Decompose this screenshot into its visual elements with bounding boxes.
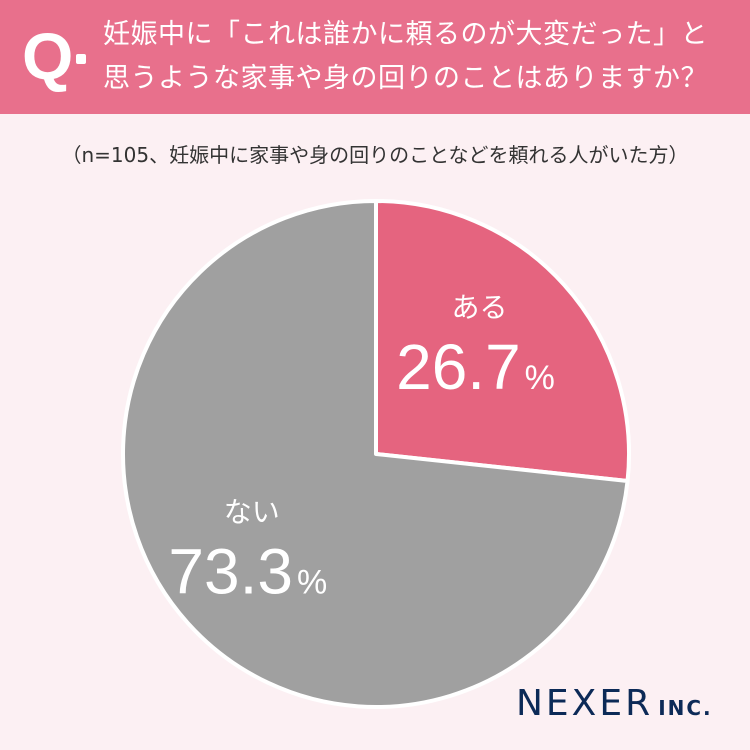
q-letter: Q [22, 19, 74, 93]
slice-label-1: ない [224, 496, 280, 529]
slice-value-unit-1: % [297, 564, 327, 602]
question-line-1: 妊娠中に「これは誰かに頼るのが大変だった」と [103, 19, 708, 50]
slice-value-0: 26.7% [396, 331, 555, 403]
slice-value-1: 73.3% [168, 536, 327, 608]
nexer-logo: NEXER INC. [516, 683, 713, 724]
logo-main: NEXER [516, 683, 654, 724]
question-banner: Q 妊娠中に「これは誰かに頼るのが大変だった」と 思うような家事や身の回りのこと… [0, 0, 750, 114]
pie-slice-1 [121, 199, 630, 709]
slice-value-number-0: 26.7 [396, 331, 521, 403]
q-dot [76, 54, 86, 64]
slice-value-unit-0: % [525, 359, 555, 397]
pie-slices [121, 199, 631, 709]
logo-sub: INC. [658, 696, 713, 720]
pie-labels: ある 26.7 % ない 73.3% [168, 291, 555, 608]
pie-slice-0 [374, 199, 631, 483]
slice-value-number-1: 73.3 [168, 536, 293, 608]
question-line-2: 思うような家事や身の回りのことはありますか？ [103, 63, 708, 94]
slice-label-0: ある [451, 291, 507, 324]
question-text: 妊娠中に「これは誰かに頼るのが大変だった」と 思うような家事や身の回りのことはあ… [103, 13, 743, 101]
sample-note: （n=105、妊娠中に家事や身の回りのことなどを頼れる人がいた方） [61, 143, 689, 167]
